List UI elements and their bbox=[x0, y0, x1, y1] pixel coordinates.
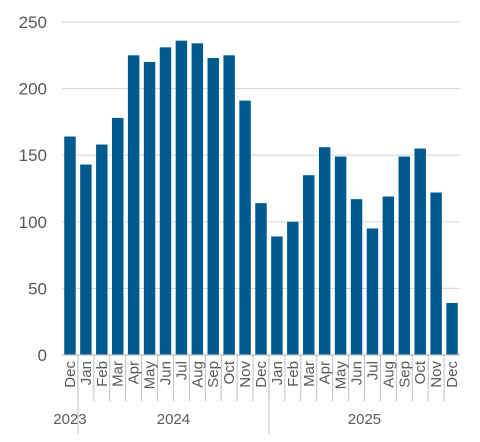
bars bbox=[64, 40, 458, 356]
bar bbox=[398, 156, 411, 355]
y-tick-label: 250 bbox=[19, 13, 47, 32]
bar bbox=[207, 57, 219, 356]
bar bbox=[111, 117, 124, 356]
bar bbox=[159, 47, 172, 356]
x-tick-label: Jun bbox=[349, 361, 366, 385]
y-axis-ticks: 0 50 100 150 200 250 bbox=[19, 13, 47, 365]
x-tick-label: Jan bbox=[78, 361, 95, 385]
x-tick-label: Aug bbox=[189, 361, 206, 388]
bar bbox=[303, 175, 315, 355]
x-tick-label: Nov bbox=[237, 361, 254, 388]
y-tick-label: 0 bbox=[38, 346, 47, 365]
x-tick-label: Nov bbox=[428, 361, 445, 388]
year-axis: 2023 2024 2025 bbox=[53, 355, 381, 434]
x-tick-label: Jul bbox=[364, 361, 381, 380]
x-tick-label: Jun bbox=[157, 361, 174, 385]
x-tick-label: Dec bbox=[444, 361, 461, 388]
bar bbox=[191, 43, 204, 355]
x-tick-label: Oct bbox=[221, 360, 238, 384]
x-tick-label: Sep bbox=[205, 361, 222, 388]
bar bbox=[430, 192, 442, 355]
bar bbox=[64, 136, 76, 355]
x-axis-ticks: DecJanFebMarAprMayJunJulAugSepOctNovDecJ… bbox=[62, 360, 461, 389]
x-tick-label: Sep bbox=[396, 361, 413, 388]
year-label: 2024 bbox=[157, 411, 190, 428]
bar bbox=[446, 303, 458, 355]
bar bbox=[382, 196, 395, 355]
x-tick-label: Jul bbox=[173, 361, 190, 380]
x-tick-label: Jan bbox=[269, 361, 286, 385]
x-axis bbox=[62, 354, 460, 401]
x-tick-label: May bbox=[333, 361, 350, 390]
x-tick-label: Feb bbox=[285, 361, 302, 387]
x-tick-label: Aug bbox=[380, 361, 397, 388]
bar bbox=[318, 147, 331, 355]
y-tick-label: 150 bbox=[19, 146, 47, 165]
x-tick-label: Mar bbox=[301, 361, 318, 387]
bar bbox=[287, 221, 299, 355]
bar bbox=[143, 61, 156, 356]
year-label: 2025 bbox=[348, 411, 381, 428]
bar bbox=[271, 236, 283, 355]
x-tick-label: Apr bbox=[126, 361, 143, 384]
bar bbox=[96, 144, 108, 355]
bar bbox=[350, 199, 363, 355]
x-tick-label: May bbox=[142, 361, 159, 390]
year-label: 2023 bbox=[53, 411, 86, 428]
x-tick-label: Dec bbox=[62, 361, 79, 388]
bar bbox=[80, 164, 92, 355]
bar bbox=[239, 100, 251, 355]
y-tick-label: 200 bbox=[19, 80, 47, 99]
y-tick-label: 50 bbox=[28, 279, 47, 298]
bar bbox=[255, 203, 267, 355]
x-tick-label: Oct bbox=[412, 360, 429, 384]
bar bbox=[366, 228, 379, 355]
bar bbox=[223, 55, 235, 356]
x-tick-label: Apr bbox=[317, 361, 334, 384]
bar bbox=[127, 55, 140, 356]
x-tick-label: Dec bbox=[253, 361, 270, 388]
y-tick-label: 100 bbox=[19, 213, 47, 232]
bar bbox=[334, 156, 347, 355]
bar bbox=[414, 148, 426, 355]
bar bbox=[175, 40, 188, 355]
x-tick-label: Feb bbox=[94, 361, 111, 387]
x-tick-label: Mar bbox=[110, 361, 127, 387]
